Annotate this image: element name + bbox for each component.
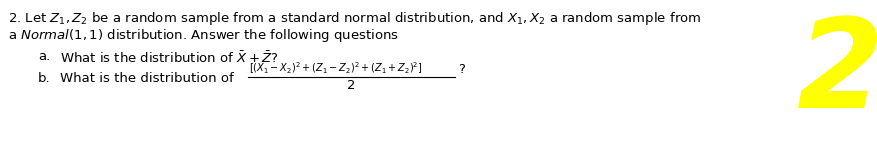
Text: What is the distribution of $\bar{X} + \bar{Z}$?: What is the distribution of $\bar{X} + \… [60,50,279,66]
Text: a.: a. [38,50,50,63]
Text: 2. Let $Z_1, Z_2$ be a random sample from a standard normal distribution, and $X: 2. Let $Z_1, Z_2$ be a random sample fro… [8,10,701,27]
Text: 2: 2 [347,79,355,92]
Text: ?: ? [458,63,464,76]
Text: What is the distribution of: What is the distribution of [60,72,233,85]
Text: [$(X_1-X_2)^2+(Z_1-Z_2)^2+(Z_1+Z_2)^2$]: [$(X_1-X_2)^2+(Z_1-Z_2)^2+(Z_1+Z_2)^2$] [249,60,422,76]
Text: b.: b. [38,72,51,85]
Text: 2: 2 [795,12,877,134]
Text: a $\mathit{Normal}(1,1)$ distribution. Answer the following questions: a $\mathit{Normal}(1,1)$ distribution. A… [8,27,398,44]
